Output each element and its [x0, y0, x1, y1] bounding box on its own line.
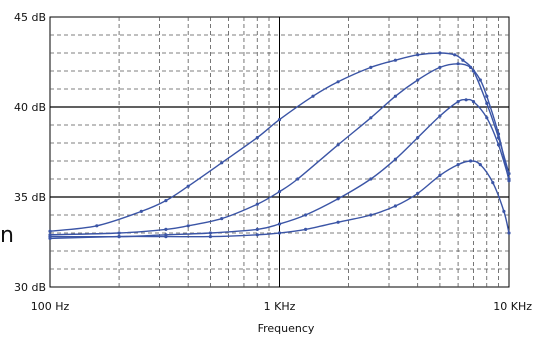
series-1-point	[461, 58, 465, 62]
series-3-point	[277, 222, 282, 226]
series-2-point	[456, 62, 460, 66]
series-1-point	[485, 101, 489, 105]
series-3-point	[393, 157, 397, 161]
series-1-point	[369, 65, 373, 69]
series-2-point	[469, 65, 473, 69]
series-1-point	[393, 58, 397, 62]
series-1-point	[186, 184, 190, 188]
y-tick-label: 30 dB	[14, 281, 46, 294]
series-3-point	[485, 116, 489, 120]
series-4-point	[507, 231, 511, 235]
series-4-point	[48, 236, 52, 240]
series-4-point	[502, 209, 506, 213]
series-2-point	[369, 116, 373, 120]
series-4-point	[416, 191, 420, 195]
series-2-point	[220, 217, 224, 221]
grid	[49, 16, 510, 288]
series-2-point	[186, 224, 190, 228]
series-2-point	[478, 78, 482, 82]
series-2-point	[164, 227, 168, 231]
cropped-text-fragment: n	[0, 223, 14, 248]
series-2-point	[438, 65, 442, 69]
series-4-point	[277, 231, 282, 235]
series-3-point	[255, 227, 259, 231]
x-tick-label: 10 KHz	[493, 300, 532, 313]
series-4-point	[336, 220, 340, 224]
series-4-point	[208, 235, 212, 239]
series-1-point	[277, 118, 282, 122]
series-1-point	[311, 94, 315, 98]
series-1-point	[438, 51, 442, 55]
y-tick-label: 35 dB	[14, 191, 46, 204]
x-axis-label: Frequency	[258, 322, 315, 335]
series-1-point	[95, 224, 99, 228]
series-4-point	[469, 159, 473, 163]
series-4-point	[478, 163, 482, 167]
series-1-point	[416, 53, 420, 57]
series-2-point	[117, 231, 121, 235]
series-3-point	[416, 136, 420, 140]
series-1-point	[255, 136, 259, 140]
series-4-point	[164, 235, 168, 239]
series-1-point	[336, 80, 340, 84]
x-tick-label: 100 Hz	[31, 300, 70, 313]
series-4-point	[117, 235, 121, 239]
series-3-point	[496, 143, 501, 147]
series-2-point	[485, 94, 489, 98]
series-1-point	[48, 229, 52, 233]
series-2-point	[496, 132, 501, 136]
series-4-point	[255, 233, 259, 237]
series-4-point	[369, 213, 373, 217]
series-4-point	[491, 181, 495, 185]
series-3-point	[304, 213, 308, 217]
series-4-point	[393, 204, 397, 208]
series-3-point	[464, 98, 468, 102]
series-4-point	[304, 227, 308, 231]
series-2-point	[336, 143, 340, 147]
series-3-point	[507, 177, 511, 181]
y-tick-label: 40 dB	[14, 101, 46, 114]
series-2-point	[277, 190, 282, 194]
series-3-point	[208, 231, 212, 235]
series-1-point	[220, 161, 224, 165]
series-2-point	[393, 94, 397, 98]
series-1-point	[139, 209, 143, 213]
series-1-point	[453, 53, 457, 57]
series-3-point	[471, 100, 476, 104]
series-3-point	[456, 100, 460, 104]
series-3-point	[438, 114, 442, 118]
tick-labels: 30 dB 35 dB 40 dB 45 dB 100 Hz 1 KHz 10 KHz	[14, 11, 532, 313]
series-2-point	[416, 78, 420, 82]
x-tick-label: 1 KHz	[264, 300, 296, 313]
y-tick-label: 45 dB	[14, 11, 46, 24]
series-1-point	[164, 199, 168, 203]
series-3-point	[336, 197, 340, 201]
series-3-point	[369, 177, 373, 181]
series-4-point	[438, 173, 442, 177]
series-group	[48, 51, 511, 240]
series-2-point	[255, 202, 259, 206]
series-4-point	[456, 163, 460, 167]
series-2-point	[296, 177, 300, 181]
